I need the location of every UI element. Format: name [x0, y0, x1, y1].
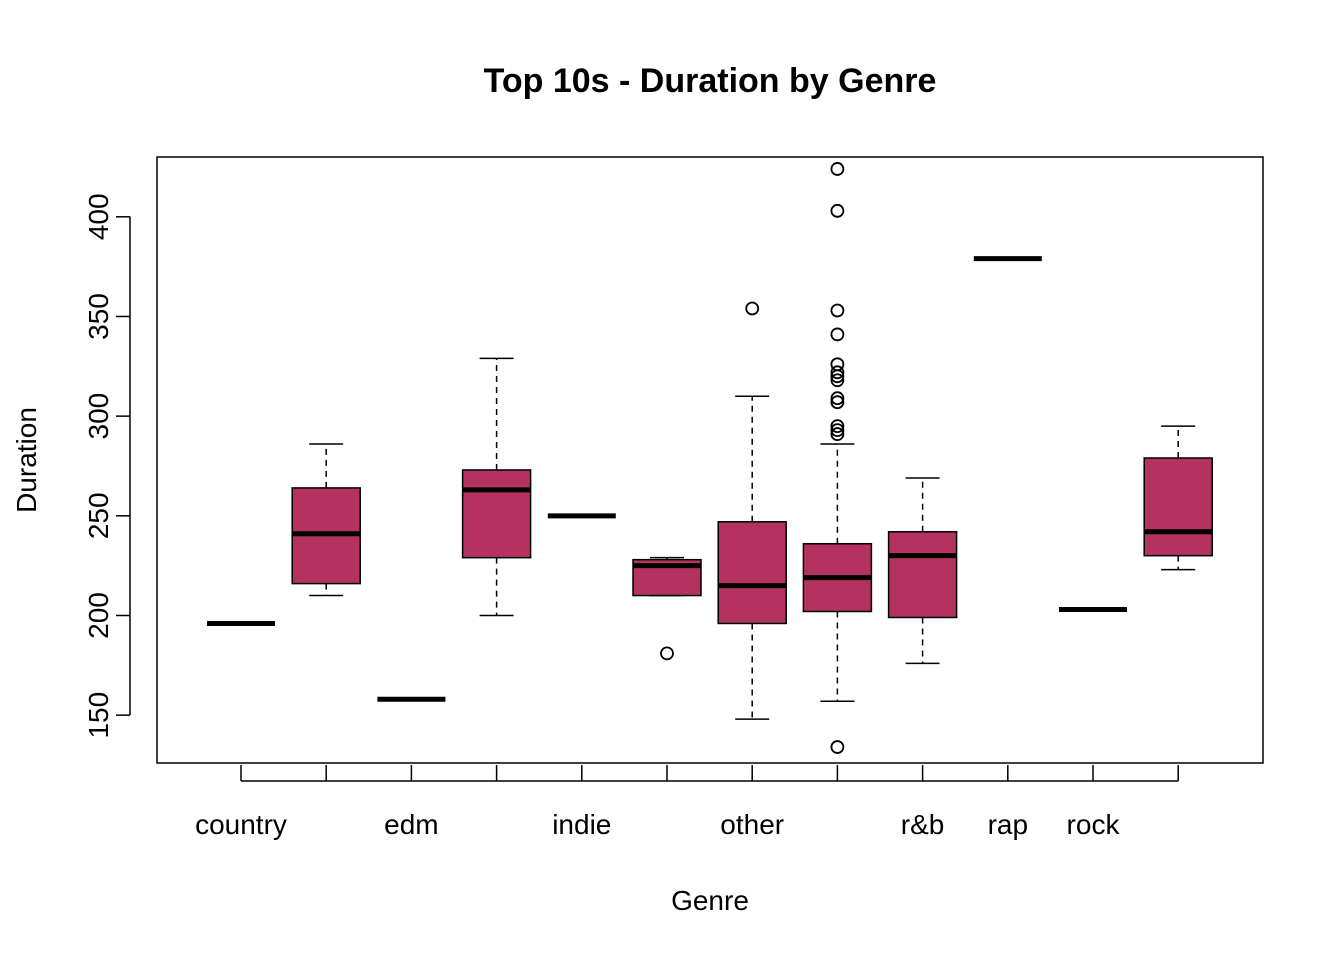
x-tick-label: indie — [552, 809, 611, 840]
x-tick-label: edm — [384, 809, 438, 840]
box — [717, 521, 787, 625]
y-tick-label: 150 — [83, 692, 114, 739]
x-tick-label: rap — [988, 809, 1028, 840]
outlier-point — [830, 203, 845, 218]
y-axis-label: Duration — [11, 407, 42, 513]
outlier-point — [830, 423, 845, 437]
y-tick-label: 350 — [83, 293, 114, 340]
outlier-point — [830, 373, 845, 388]
outlier-point — [830, 419, 845, 434]
y-tick-label: 200 — [83, 592, 114, 639]
plot-frame — [156, 156, 1264, 764]
outlier-point — [830, 427, 845, 441]
outlier-point — [830, 303, 845, 318]
outlier-point — [830, 365, 845, 380]
outlier-point — [830, 327, 845, 342]
outlier-point — [830, 357, 845, 372]
y-tick-label: 250 — [83, 492, 114, 539]
outlier-point — [745, 301, 760, 316]
outlier-point — [830, 740, 845, 754]
outlier-point — [830, 395, 845, 410]
x-tick-label: country — [195, 809, 287, 840]
outlier-point — [660, 646, 674, 661]
x-tick-label: rock — [1067, 809, 1121, 840]
plot-area: 150 200 250 300 350 400 country edm indie other r&… — [83, 162, 1213, 840]
x-axis-label: Genre — [671, 885, 749, 916]
outlier-point — [830, 162, 845, 176]
x-tick-label: other — [720, 809, 784, 840]
box — [461, 469, 532, 559]
outlier-point — [830, 391, 845, 406]
x-tick-label: r&b — [901, 809, 945, 840]
box — [887, 531, 958, 619]
box — [1143, 457, 1213, 557]
y-tick-label: 400 — [83, 193, 114, 240]
chart-title: Top 10s - Duration by Genre — [484, 62, 937, 100]
y-tick-label: 300 — [83, 393, 114, 440]
